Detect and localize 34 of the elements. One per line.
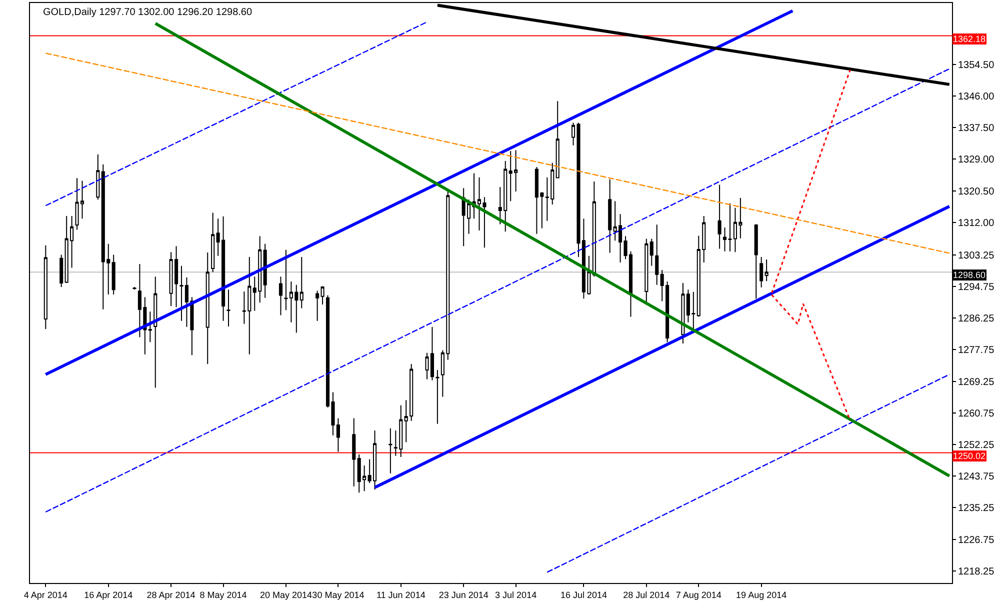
x-tick-label: 11 Jun 2014 (376, 590, 426, 600)
chart-title: GOLD,Daily 1297.70 1302.00 1296.20 1298.60 (43, 7, 252, 18)
y-tick-label: 1243.75 (958, 472, 995, 483)
y-tick-label: 1252.25 (958, 440, 995, 452)
y-tick-label: 1269.25 (958, 376, 995, 388)
y-tick-label: 1260.75 (958, 408, 995, 420)
y-tick-label: 1329.00 (958, 154, 995, 166)
y-tick-label: 1346.00 (958, 91, 995, 102)
y-tick-label: 1337.50 (958, 123, 995, 134)
y-tick-label: 1312.00 (958, 218, 995, 229)
x-tick-label: 4 Apr 2014 (24, 590, 68, 600)
x-tick-label: 7 Aug 2014 (676, 590, 722, 600)
x-tick-label: 16 Jul 2014 (560, 590, 607, 600)
x-tick-label: 23 Jun 2014 (438, 590, 488, 600)
y-tick-label: 1303.25 (958, 250, 995, 262)
y-tick-label: 1294.75 (958, 282, 995, 293)
ref-line-label: 1250.02 (953, 451, 986, 461)
y-tick-label: 1286.25 (958, 314, 995, 325)
x-tick-label: 30 May 2014 (312, 590, 364, 600)
ref-line-label: 1298.60 (953, 270, 986, 280)
y-tick-label: 1235.25 (958, 503, 995, 514)
x-tick-label: 19 Aug 2014 (736, 590, 787, 600)
y-tick-label: 1226.75 (958, 534, 995, 546)
ref-line-label: 1362.18 (953, 34, 986, 44)
x-tick-label: 20 May 2014 (260, 590, 312, 600)
x-tick-label: 16 Apr 2014 (84, 590, 133, 600)
x-tick-label: 3 Jul 2014 (495, 590, 537, 600)
y-tick-label: 1354.50 (958, 60, 995, 71)
y-tick-label: 1277.75 (958, 345, 995, 356)
x-tick-label: 28 Apr 2014 (146, 590, 196, 600)
x-tick-label: 8 May 2014 (200, 590, 247, 600)
y-tick-label: 1218.25 (958, 566, 995, 578)
x-tick-label: 28 Jul 2014 (623, 590, 670, 600)
y-tick-label: 1320.50 (958, 186, 995, 198)
